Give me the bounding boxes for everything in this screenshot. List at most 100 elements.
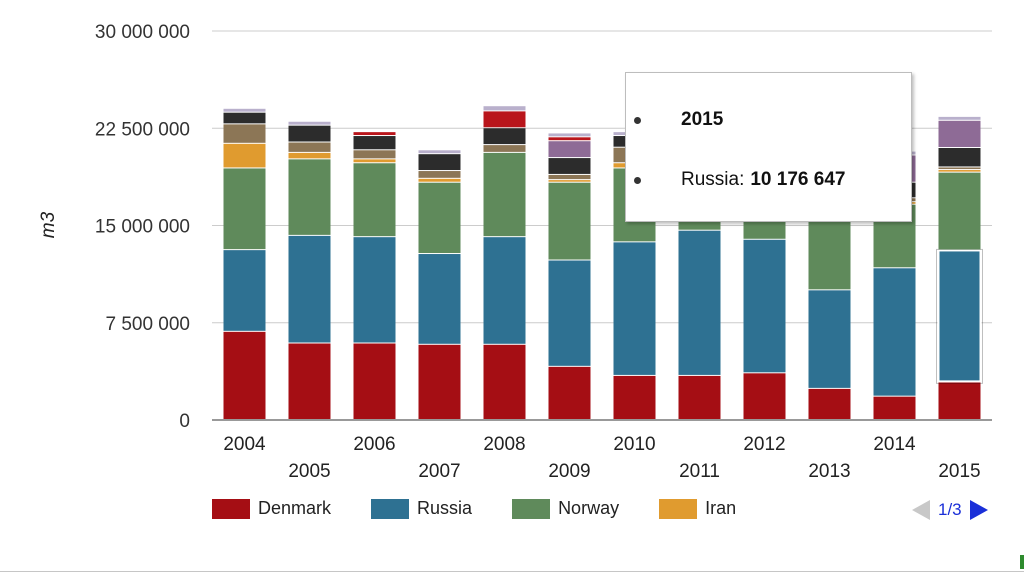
bar-segment — [938, 170, 981, 172]
bar-segment — [938, 382, 981, 419]
bar-segment — [288, 343, 331, 419]
chart-tooltip: 2015 Russia: 10 176 647 — [625, 72, 912, 222]
y-tick-label: 15 000 000 — [95, 217, 190, 238]
footer-divider — [0, 571, 1024, 572]
bar-segment — [808, 388, 851, 419]
x-tick-label: 2013 — [808, 461, 850, 482]
bar-segment — [873, 268, 916, 396]
bar-segment — [483, 152, 526, 237]
bar-segment — [743, 239, 786, 373]
legend-pager: 1/3 — [912, 500, 988, 520]
legend-next-page-icon[interactable] — [969, 500, 988, 520]
bar-segment — [873, 396, 916, 419]
x-tick-label: 2015 — [938, 461, 980, 482]
tooltip-bullet-icon — [634, 116, 641, 124]
bar-segment — [483, 237, 526, 344]
bar-segment — [548, 260, 591, 366]
bar-segment — [223, 168, 266, 250]
bar-segment — [353, 150, 396, 159]
x-tick-label: 2011 — [679, 461, 720, 482]
bar-segment — [548, 141, 591, 158]
bar-segment — [938, 167, 981, 170]
bar-segment — [937, 249, 982, 383]
legend-swatch-denmark — [212, 498, 250, 519]
bar-segment — [548, 182, 591, 260]
bar-segment — [548, 180, 591, 182]
x-tick-label: 2004 — [223, 434, 266, 455]
bar-segment — [288, 235, 331, 343]
bar-segment — [418, 150, 461, 154]
legend-swatch-russia — [371, 498, 410, 519]
bar-segment — [418, 171, 461, 178]
bar-segment — [223, 124, 266, 143]
bar-segment — [288, 121, 331, 125]
legend-prev-page-icon[interactable] — [912, 500, 930, 520]
bar-segment — [938, 172, 981, 250]
legend-label-norway: Norway — [558, 498, 620, 518]
bar-segment — [223, 143, 266, 168]
y-tick-label: 7 500 000 — [105, 314, 190, 335]
tooltip-category: 2015 — [681, 109, 724, 130]
bar-segment — [223, 112, 266, 124]
bar-segment — [418, 344, 461, 419]
bar-segment — [938, 116, 981, 120]
bar-segment — [548, 158, 591, 174]
bar-segment — [223, 108, 266, 112]
bar-segment — [288, 159, 331, 235]
x-tick-label: 2010 — [613, 434, 655, 455]
bar-segment — [483, 111, 526, 128]
bar-segment — [223, 250, 266, 331]
bar-segment — [613, 375, 656, 419]
x-tick-label: 2014 — [873, 434, 916, 455]
bar-segment — [483, 344, 526, 419]
legend-item-russia[interactable]: Russia — [371, 498, 472, 519]
bar-segment — [548, 366, 591, 419]
bar-segment — [288, 142, 331, 152]
y-axis-title: m3 — [38, 211, 59, 238]
legend-item-iran[interactable]: Iran — [659, 498, 736, 519]
y-tick-label: 0 — [179, 411, 190, 432]
tooltip-category-row: 2015 — [634, 109, 723, 131]
bar-segment — [353, 343, 396, 419]
bar-segment — [418, 182, 461, 254]
x-tick-label: 2006 — [353, 434, 395, 455]
x-tick-label: 2009 — [548, 461, 590, 482]
legend-item-denmark[interactable]: Denmark — [212, 498, 331, 519]
legend-label-denmark: Denmark — [258, 498, 332, 518]
bar-segment — [353, 159, 396, 163]
bar-segment — [418, 154, 461, 171]
tooltip-series-label: Russia: — [681, 169, 745, 190]
bar-segment — [548, 174, 591, 180]
bar-segment — [353, 132, 396, 136]
bar-segment — [418, 254, 461, 344]
bar-segment — [483, 128, 526, 145]
bar-segment — [808, 290, 851, 388]
bar-segment — [548, 137, 591, 141]
tooltip-bullet-icon — [634, 176, 641, 184]
bar-segment — [743, 373, 786, 419]
x-tick-label: 2008 — [483, 434, 525, 455]
y-tick-label: 22 500 000 — [95, 119, 190, 140]
legend-swatch-norway — [512, 498, 551, 519]
chart-legend: Denmark Russia Norway Iran — [212, 498, 776, 519]
bar-segment — [678, 230, 721, 375]
bar-segment — [353, 163, 396, 237]
legend-item-norway[interactable]: Norway — [512, 498, 619, 519]
bar-segment — [938, 120, 981, 148]
bar-segment — [353, 136, 396, 150]
bar-segment — [483, 106, 526, 111]
bar-segment — [678, 375, 721, 419]
x-tick-label: 2007 — [418, 461, 460, 482]
legend-label-iran: Iran — [705, 498, 737, 518]
tooltip-value: 10 176 647 — [750, 169, 846, 190]
x-tick-label: 2005 — [288, 461, 330, 482]
bar-segment — [353, 237, 396, 343]
bar-segment — [288, 152, 331, 159]
bar-segment — [418, 178, 461, 182]
legend-label-russia: Russia — [417, 498, 473, 518]
bar-segment — [548, 133, 591, 137]
bar-segment — [938, 148, 981, 167]
bar-segment — [613, 242, 656, 375]
y-tick-label: 30 000 000 — [95, 22, 190, 43]
